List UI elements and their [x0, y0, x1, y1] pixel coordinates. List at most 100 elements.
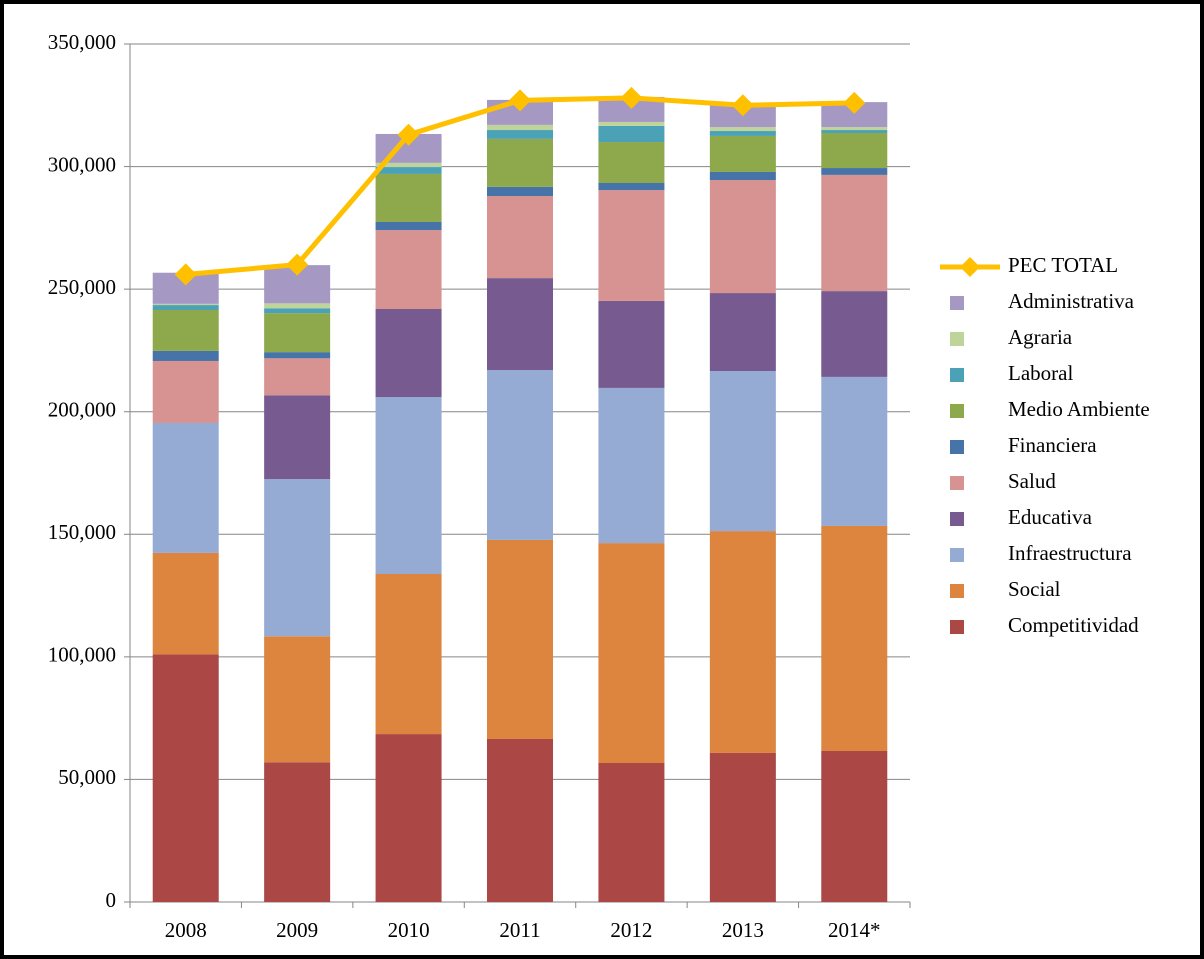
- bar-segment: [152, 309, 219, 351]
- x-tick-label: 2013: [722, 918, 764, 942]
- bar-segment: [487, 186, 553, 196]
- bar-segment: [264, 358, 331, 396]
- bar-segment: [709, 127, 776, 132]
- line-marker: [509, 89, 531, 112]
- y-tick-label: 50,000: [58, 765, 116, 789]
- bar-segment: [598, 763, 665, 902]
- legend-label: Medio Ambiente: [1008, 397, 1150, 421]
- x-tick-label: 2008: [165, 918, 207, 942]
- legend-label: Agraria: [1008, 325, 1073, 349]
- bar-segment: [152, 303, 219, 306]
- line-marker: [174, 263, 197, 286]
- legend-swatch: [950, 332, 964, 346]
- bar-segment: [598, 300, 665, 388]
- bar-segment: [264, 352, 331, 359]
- bar-segment: [821, 525, 888, 751]
- bar-segment: [152, 422, 219, 553]
- bar-segment: [152, 654, 219, 902]
- bar-segment: [152, 305, 219, 310]
- legend-swatch: [950, 476, 964, 490]
- bar-segment: [487, 195, 553, 279]
- line-marker: [397, 123, 420, 146]
- bar-segment: [709, 371, 776, 532]
- bar-segment: [375, 167, 442, 174]
- legend-label: PEC TOTAL: [1008, 253, 1118, 277]
- bar-segment: [709, 531, 776, 753]
- bar-segment: [821, 127, 888, 131]
- legend-label: Administrativa: [1008, 289, 1135, 313]
- bar-segment: [264, 636, 331, 763]
- y-tick-label: 200,000: [48, 398, 116, 422]
- bar-segment: [598, 387, 665, 544]
- bar-segment: [264, 308, 331, 314]
- bar-segment: [375, 734, 442, 902]
- bar-segment: [598, 190, 665, 301]
- bar-segment: [152, 360, 219, 423]
- legend-label: Salud: [1008, 469, 1056, 493]
- bar-segment: [375, 230, 442, 309]
- x-tick-label: 2014*: [828, 918, 881, 942]
- bar-segment: [709, 752, 776, 902]
- bar-segment: [487, 138, 553, 187]
- legend-label: Competitividad: [1008, 613, 1139, 637]
- legend-label: Infraestructura: [1008, 541, 1132, 565]
- y-tick-label: 100,000: [48, 643, 116, 667]
- bar-segment: [152, 552, 219, 655]
- bar-segment: [487, 370, 553, 540]
- bar-segment: [598, 121, 665, 126]
- legend-marker: [960, 257, 980, 277]
- bar-segment: [264, 395, 331, 480]
- bar-segment: [709, 180, 776, 294]
- legend-label: Laboral: [1008, 361, 1073, 385]
- line-marker: [843, 91, 866, 114]
- bar-segment: [375, 221, 442, 231]
- bar-segment: [821, 174, 888, 292]
- bar-segment: [821, 168, 888, 175]
- x-tick-label: 2009: [276, 918, 318, 942]
- legend-label: Financiera: [1008, 433, 1097, 457]
- line-marker: [286, 253, 309, 276]
- bar-segment: [375, 308, 442, 398]
- bar-segment: [598, 142, 665, 183]
- bar-segment: [375, 173, 442, 222]
- legend-swatch: [950, 404, 964, 418]
- legend-swatch: [950, 296, 964, 310]
- x-tick-label: 2011: [499, 918, 540, 942]
- bar-segment: [152, 350, 219, 361]
- legend-label: Educativa: [1008, 505, 1093, 529]
- bar-segment: [487, 130, 553, 139]
- y-tick-label: 300,000: [48, 152, 116, 176]
- line-marker: [620, 86, 643, 109]
- legend-swatch: [950, 584, 964, 598]
- bar-segment: [375, 573, 442, 735]
- bar-segment: [487, 124, 553, 131]
- legend-swatch: [950, 368, 964, 382]
- bar-segment: [375, 162, 442, 168]
- bar-segment: [709, 171, 776, 181]
- bar-segment: [487, 738, 553, 902]
- bar-segment: [821, 750, 888, 902]
- legend-swatch: [950, 440, 964, 454]
- y-tick-label: 350,000: [48, 30, 116, 54]
- bar-segment: [709, 293, 776, 372]
- y-tick-label: 150,000: [48, 520, 116, 544]
- bar-segment: [821, 132, 888, 169]
- bar-segment: [598, 182, 665, 191]
- bar-segment: [709, 131, 776, 136]
- x-tick-label: 2010: [388, 918, 430, 942]
- bar-segment: [487, 278, 553, 371]
- bar-segment: [598, 125, 665, 143]
- bar-segment: [264, 313, 331, 353]
- line-marker: [731, 94, 754, 117]
- bar-segment: [264, 479, 331, 637]
- bar-segment: [821, 130, 888, 133]
- bar-segment: [821, 291, 888, 377]
- legend-swatch: [950, 512, 964, 526]
- bar-segment: [709, 135, 776, 172]
- bar-segment: [264, 303, 331, 309]
- bar-segment: [821, 376, 888, 526]
- legend-swatch: [950, 548, 964, 562]
- y-tick-label: 0: [106, 888, 117, 912]
- x-tick-label: 2012: [610, 918, 652, 942]
